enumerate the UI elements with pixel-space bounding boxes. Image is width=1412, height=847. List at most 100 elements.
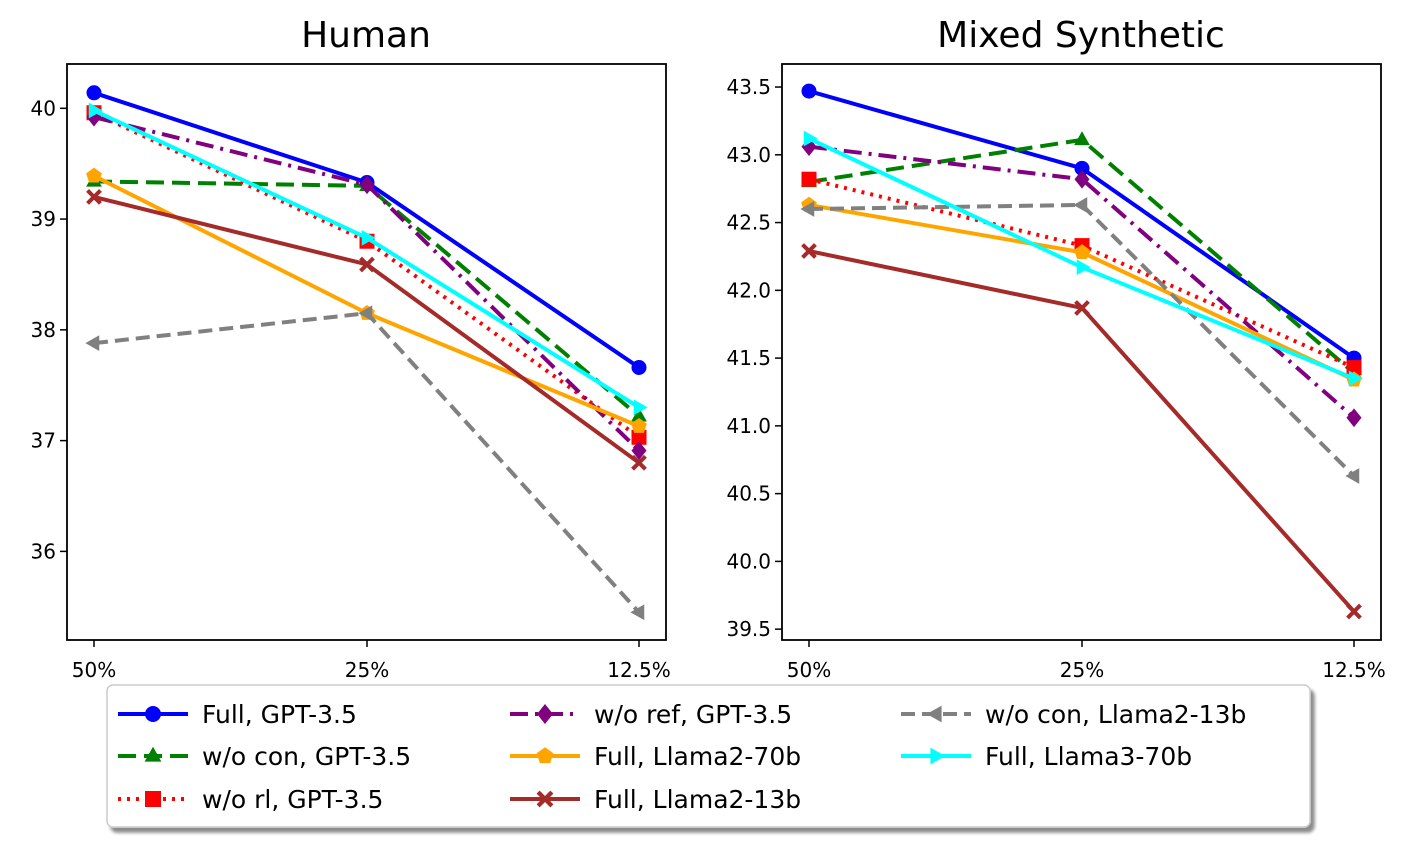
legend-marker-w-o-con-gpt-3-5 [144, 746, 162, 762]
mixed-xtick-50: 50% [787, 658, 831, 682]
human-ytick-label: 38 [31, 318, 56, 342]
legend-label-full-llama3-70b: Full, Llama3-70b [985, 742, 1192, 771]
mixed-series-full-gpt-3-5 [801, 83, 1362, 366]
mixed-ytick-label: 43.5 [726, 75, 771, 99]
chart-human: Human 36 37 38 39 40 50% 25% 12.5% [31, 15, 671, 682]
human-series-w-o-ref-gpt-3-5 [86, 107, 647, 460]
legend-marker-full-llama2-13b [536, 790, 554, 808]
legend-label-w-o-con-gpt-3-5: w/o con, GPT-3.5 [202, 742, 411, 771]
legend-label-w-o-rl-gpt-3-5: w/o rl, GPT-3.5 [202, 785, 383, 814]
human-point-w-o-con-llama2-13b [630, 604, 645, 621]
legend-box [106, 684, 1311, 828]
legend-label-w-o-ref-gpt-3-5: w/o ref, GPT-3.5 [594, 700, 792, 729]
legend-entry-full-gpt-3-5: Full, GPT-3.5 [118, 700, 357, 729]
mixed-series-full-llama2-13b [801, 243, 1362, 620]
mixed-series-w-o-con-llama2-13b [800, 197, 1360, 484]
legend-entry-w-o-rl-gpt-3-5: w/o rl, GPT-3.5 [118, 785, 383, 814]
human-line-full-llama2-70b [93, 174, 640, 429]
mixed-series-w-o-ref-gpt-3-5 [801, 137, 1362, 428]
human-xtick-12-5: 12.5% [607, 658, 671, 682]
mixed-point-w-o-ref-gpt-3-5 [1074, 169, 1090, 189]
human-line-full-gpt-3-5 [93, 90, 641, 370]
legend-marker-full-gpt-3-5 [145, 706, 161, 722]
human-line-w-o-rl-gpt-3-5 [93, 110, 641, 439]
human-ytick-label: 39 [31, 207, 56, 231]
human-axes-frame [66, 63, 667, 641]
chart-title-human: Human [301, 15, 431, 56]
legend-entry-full-llama2-13b: Full, Llama2-13b [510, 785, 801, 814]
human-point-full-llama2-13b [86, 189, 102, 205]
mixed-xtick-12-5: 12.5% [1322, 658, 1386, 682]
mixed-point-full-llama2-70b [1074, 244, 1090, 260]
mixed-point-w-o-con-llama2-13b [1073, 197, 1088, 213]
mixed-ytick-label: 42.0 [726, 278, 771, 302]
mixed-point-full-llama3-70b [803, 130, 818, 147]
human-series-full-gpt-3-5 [86, 85, 647, 376]
human-ytick-label: 37 [31, 429, 56, 453]
human-point-full-llama2-13b [359, 256, 375, 273]
mixed-point-full-llama2-13b [801, 243, 817, 259]
legend-entries: Full, GPT-3.5 w/o con, GPT-3.5 w/o rl, GPT… [118, 700, 1246, 814]
mixed-point-w-o-rl-gpt-3-5 [1346, 360, 1362, 376]
legend-label-w-o-con-llama2-13b: w/o con, Llama2-13b [985, 700, 1246, 729]
mixed-line-full-llama2-70b [808, 202, 1355, 382]
legend-entry-full-llama2-70b: Full, Llama2-70b [510, 742, 801, 771]
legend: Full, GPT-3.5 w/o con, GPT-3.5 w/o rl, GPT… [106, 684, 1311, 828]
human-point-full-gpt-3-5 [631, 360, 647, 376]
mixed-point-full-gpt-3-5 [1074, 160, 1090, 176]
mixed-ytick-label: 41.5 [726, 346, 771, 370]
mixed-series-full-llama2-70b [801, 196, 1362, 387]
human-point-full-llama2-13b [631, 454, 647, 471]
human-point-w-o-ref-gpt-3-5 [86, 107, 102, 127]
mixed-point-full-llama3-70b [1348, 370, 1363, 387]
human-point-w-o-con-llama2-13b [85, 335, 100, 352]
legend-marker-full-llama3-70b [930, 747, 946, 765]
mixed-plot-layer: 39.5 40.0 40.5 41.0 41.5 42.0 42.5 43.0 43.5 [726, 75, 1363, 647]
human-point-full-llama3-70b [361, 230, 376, 246]
mixed-point-full-llama2-13b [1074, 300, 1090, 316]
human-point-w-o-con-gpt-3-5 [631, 407, 647, 422]
legend-marker-w-o-rl-gpt-3-5 [145, 791, 161, 807]
human-series-full-llama2-13b [86, 189, 647, 471]
chart-mixed-synthetic: Mixed Synthetic 39.5 40.0 40.5 41.0 41.5 42.0… [726, 15, 1385, 682]
human-series-w-o-con-gpt-3-5 [86, 172, 647, 422]
mixed-point-full-llama2-13b [1346, 603, 1362, 620]
mixed-point-w-o-con-llama2-13b [800, 201, 815, 217]
legend-entry-w-o-con-llama2-13b: w/o con, Llama2-13b [901, 700, 1246, 729]
mixed-ytick-label: 42.5 [726, 211, 771, 235]
mixed-point-w-o-rl-gpt-3-5 [801, 171, 817, 187]
legend-entry-full-llama3-70b: Full, Llama3-70b [901, 742, 1192, 771]
human-line-full-llama3-70b [93, 108, 641, 410]
legend-entry-w-o-ref-gpt-3-5: w/o ref, GPT-3.5 [510, 700, 792, 729]
mixed-series-full-llama3-70b [803, 130, 1363, 387]
mixed-point-full-llama3-70b [1076, 259, 1091, 276]
mixed-axes-frame [781, 63, 1382, 641]
human-xtick-25: 25% [345, 658, 389, 682]
mixed-point-full-gpt-3-5 [801, 83, 817, 99]
legend-label-full-llama2-13b: Full, Llama2-13b [594, 785, 801, 814]
legend-label-full-llama2-70b: Full, Llama2-70b [594, 742, 801, 771]
mixed-ytick-label: 39.5 [726, 617, 771, 641]
human-point-full-llama2-70b [631, 417, 647, 433]
human-ytick-label: 40 [31, 96, 56, 120]
legend-marker-full-llama2-70b [536, 747, 554, 764]
legend-marker-w-o-ref-gpt-3-5 [537, 704, 553, 724]
legend-entry-w-o-con-gpt-3-5: w/o con, GPT-3.5 [118, 742, 411, 771]
human-line-w-o-ref-gpt-3-5 [93, 115, 641, 453]
human-series-full-llama2-70b [86, 167, 647, 433]
human-point-w-o-rl-gpt-3-5 [631, 429, 647, 445]
legend-marker-w-o-con-llama2-13b [926, 705, 942, 723]
mixed-xtick-25: 25% [1060, 658, 1104, 682]
human-point-full-gpt-3-5 [86, 85, 102, 101]
mixed-ytick-label: 41.0 [726, 414, 771, 438]
legend-label-full-gpt-3-5: Full, GPT-3.5 [202, 700, 357, 729]
human-ytick-label: 36 [31, 539, 56, 563]
chart-title-mixed-synthetic: Mixed Synthetic [937, 15, 1225, 56]
human-point-w-o-ref-gpt-3-5 [359, 175, 375, 195]
mixed-point-w-o-con-gpt-3-5 [1074, 131, 1090, 146]
human-xtick-50: 50% [72, 658, 116, 682]
mixed-ytick-label: 43.0 [726, 143, 771, 167]
mixed-point-w-o-con-llama2-13b [1345, 468, 1360, 484]
human-series-w-o-con-llama2-13b [85, 305, 645, 621]
